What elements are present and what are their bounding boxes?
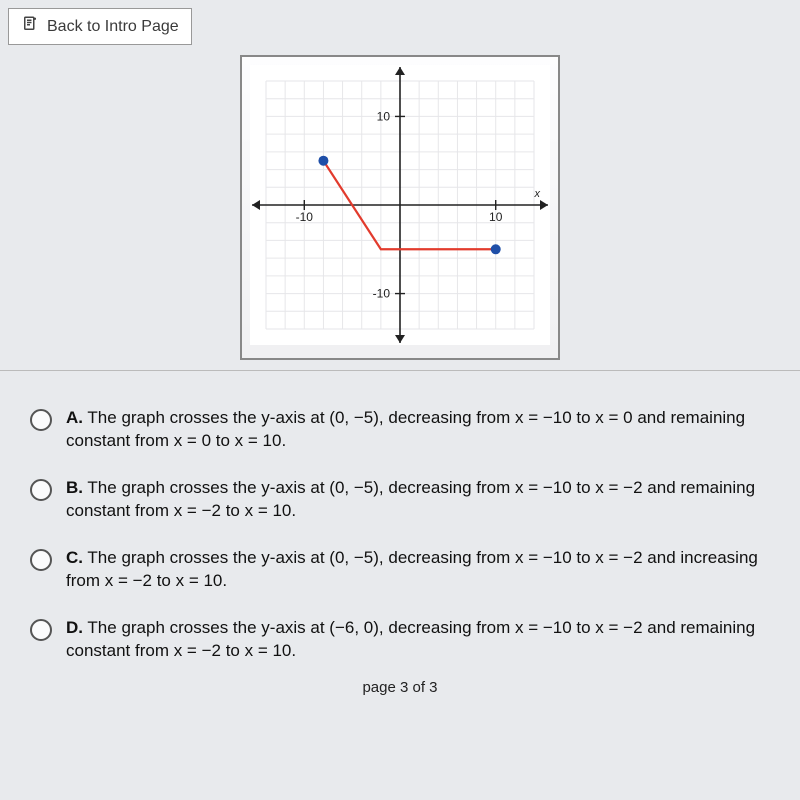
radio-b[interactable]: [30, 479, 52, 501]
radio-d[interactable]: [30, 619, 52, 641]
answer-body-a: The graph crosses the y-axis at (0, −5),…: [66, 408, 745, 450]
answer-body-b: The graph crosses the y-axis at (0, −5),…: [66, 478, 755, 520]
svg-text:10: 10: [489, 210, 503, 224]
svg-text:x: x: [534, 188, 541, 200]
answer-option-b[interactable]: B. The graph crosses the y-axis at (0, −…: [30, 477, 770, 523]
chart-frame: -10 10 10 -10 x: [240, 55, 560, 360]
answer-letter-b: B.: [66, 478, 83, 497]
answer-text-d: D. The graph crosses the y-axis at (−6, …: [66, 617, 770, 663]
back-to-intro-button[interactable]: Back to Intro Page: [8, 8, 192, 45]
answer-letter-a: A.: [66, 408, 83, 427]
chart-canvas: -10 10 10 -10 x: [250, 65, 550, 350]
answer-text-a: A. The graph crosses the y-axis at (0, −…: [66, 407, 770, 453]
back-label: Back to Intro Page: [47, 18, 179, 36]
radio-a[interactable]: [30, 409, 52, 431]
answer-letter-d: D.: [66, 618, 83, 637]
document-icon: [21, 15, 39, 38]
radio-c[interactable]: [30, 549, 52, 571]
svg-text:10: 10: [377, 109, 391, 123]
answer-list: A. The graph crosses the y-axis at (0, −…: [0, 371, 800, 696]
answer-letter-c: C.: [66, 548, 83, 567]
svg-text:-10: -10: [296, 210, 314, 224]
chart-region: -10 10 10 -10 x: [0, 45, 800, 360]
svg-text:-10: -10: [373, 287, 391, 301]
answer-option-c[interactable]: C. The graph crosses the y-axis at (0, −…: [30, 547, 770, 593]
answer-text-c: C. The graph crosses the y-axis at (0, −…: [66, 547, 770, 593]
answer-option-d[interactable]: D. The graph crosses the y-axis at (−6, …: [30, 617, 770, 663]
answer-body-c: The graph crosses the y-axis at (0, −5),…: [66, 548, 758, 590]
answer-body-d: The graph crosses the y-axis at (−6, 0),…: [66, 618, 755, 660]
answer-option-a[interactable]: A. The graph crosses the y-axis at (0, −…: [30, 407, 770, 453]
answer-text-b: B. The graph crosses the y-axis at (0, −…: [66, 477, 770, 523]
page-indicator: page 3 of 3: [30, 679, 770, 696]
